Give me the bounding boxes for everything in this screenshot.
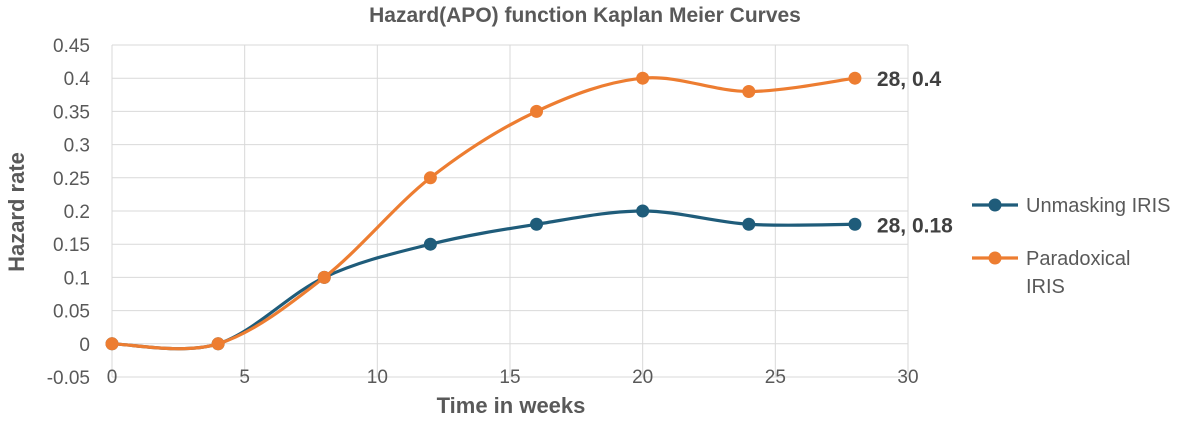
end-data-label: 28, 0.4 [877,68,942,91]
legend-label: Paradoxical [1026,248,1131,270]
legend: Unmasking IRIS Paradoxical IRIS [972,195,1171,298]
series-layer [105,71,862,351]
series-1-point [211,337,225,351]
x-tick-label: 10 [367,367,388,388]
legend-label: IRIS [1026,276,1065,298]
legend-marker-0 [988,198,1002,212]
series-1-point [423,171,437,185]
y-tick-label: -0.05 [47,368,90,389]
y-tick-label: 0.15 [53,235,90,256]
chart-title: Hazard(APO) function Kaplan Meier Curves [369,4,801,27]
y-tick-label: 0.05 [53,302,90,323]
y-tick-label: 0.35 [53,102,90,123]
x-tick-label: 5 [239,367,250,388]
y-tick-label: 0.25 [53,169,90,190]
x-axis-title: Time in weeks [437,393,586,418]
series-1-point [105,337,119,351]
y-axis-title: Hazard rate [4,152,29,272]
legend-label: Unmasking IRIS [1026,195,1171,217]
legend-marker-1 [988,251,1002,265]
y-axis-ticks: -0.05 0 0.05 0.1 0.15 0.2 0.25 0.3 0.35 0.4 0.45 [47,36,91,389]
series-1-point [530,104,544,118]
series-1-point [317,270,331,284]
x-tick-label: 15 [499,367,520,388]
series-1-point [636,71,650,85]
gridlines [111,44,909,378]
y-tick-label: 0 [79,335,90,356]
series-line-0 [110,209,857,351]
data-labels: 28, 0.18 28, 0.4 [877,68,953,237]
y-tick-label: 0.1 [64,268,90,289]
y-tick-label: 0.3 [64,136,90,157]
y-tick-label: 0.4 [64,69,91,90]
y-tick-label: 0.45 [53,36,90,57]
series-1-point [742,84,756,98]
series-line-1 [110,76,857,351]
x-tick-label: 20 [632,367,653,388]
y-tick-label: 0.2 [64,202,90,223]
end-data-label: 28, 0.18 [877,214,953,237]
series-0-point [742,217,756,231]
x-tick-label: 0 [107,367,118,388]
series-0-point [636,204,650,218]
series-0-point [530,217,544,231]
x-tick-label: 30 [897,367,918,388]
x-tick-label: 25 [765,367,786,388]
series-0-point [848,217,862,231]
series-1-point [848,71,862,85]
series-0-point [423,237,437,251]
x-axis-ticks: 0 5 10 15 20 25 30 [107,367,919,388]
